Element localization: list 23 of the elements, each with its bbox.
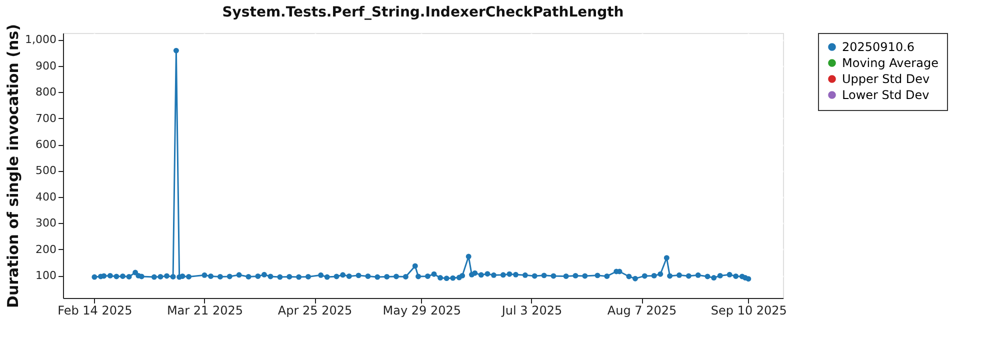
legend-label: Upper Std Dev	[842, 72, 930, 86]
legend-label: 20250910.6	[842, 40, 915, 54]
x-tick-label: May 29 2025	[382, 304, 462, 318]
legend-label: Lower Std Dev	[842, 88, 930, 102]
y-tick-label: 800	[36, 86, 56, 99]
chart-title: System.Tests.Perf_String.IndexerCheckPathLength	[222, 4, 624, 20]
y-axis-title: Duration of single invocation (ns)	[4, 24, 22, 308]
y-tick-label: 500	[36, 164, 56, 178]
y-tick-label: 200	[36, 242, 56, 256]
x-tick-label: Sep 10 2025	[710, 304, 787, 318]
y-tick-label: 900	[36, 59, 56, 72]
y-tick-label: 300	[36, 216, 56, 230]
y-tick-label: 700	[36, 112, 56, 125]
x-tick-label: Aug 7 2025	[607, 304, 677, 318]
x-tick-label: Apr 25 2025	[278, 304, 352, 318]
y-tick-label: 400	[36, 190, 56, 204]
y-tick-label: 600	[36, 138, 56, 152]
x-tick-label: Feb 14 2025	[58, 304, 132, 318]
y-tick-label: 1,000	[25, 33, 56, 46]
x-tick-label: Mar 21 2025	[166, 304, 244, 318]
y-tick-label: 100	[36, 269, 56, 282]
x-tick-label: Jul 3 2025	[500, 304, 562, 318]
legend-label: Moving Average	[842, 56, 938, 70]
